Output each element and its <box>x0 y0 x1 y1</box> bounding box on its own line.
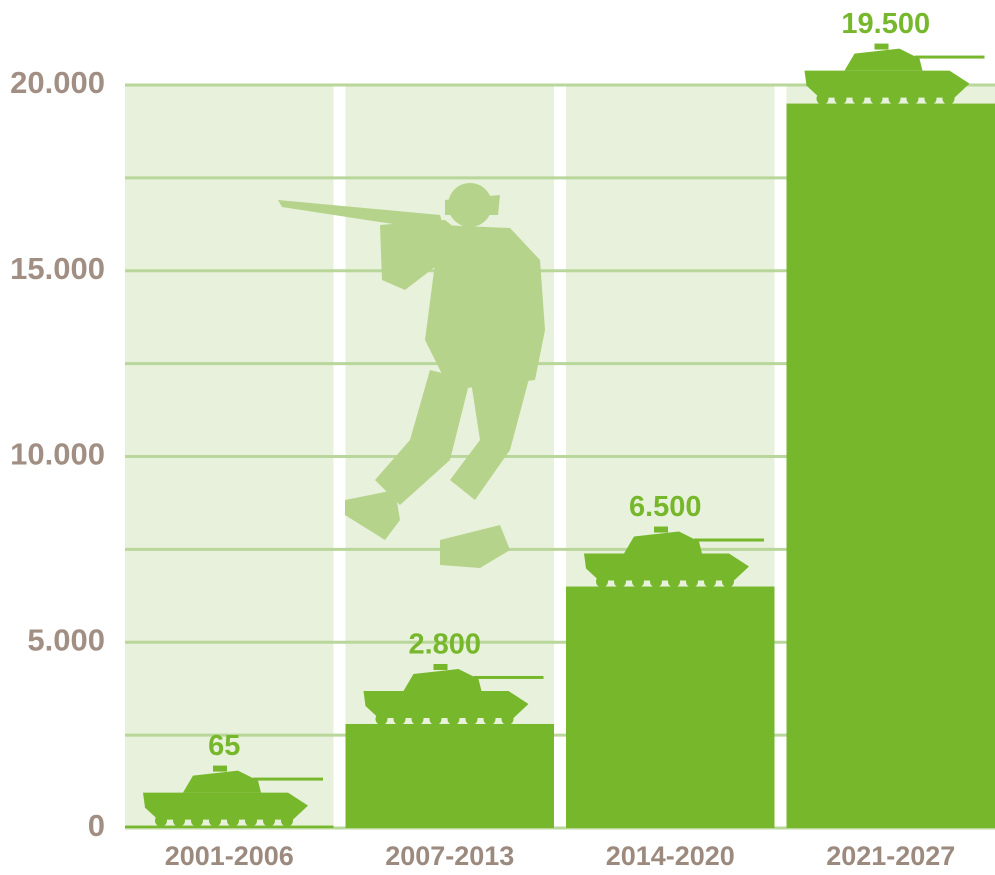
tank-wheel <box>614 575 626 588</box>
tank-wheel <box>281 814 293 827</box>
tank-hatch <box>213 765 227 772</box>
tank-body <box>363 690 529 718</box>
bar <box>345 723 554 828</box>
tank-wheel <box>924 92 937 105</box>
tank-wheel <box>668 575 680 588</box>
tank-barrel <box>253 777 323 781</box>
tank-turret <box>624 531 702 554</box>
x-tick-label: 2021-2027 <box>826 841 955 871</box>
tank-wheel <box>686 575 698 588</box>
tank-wheel <box>816 92 829 105</box>
tank-wheel <box>245 814 257 827</box>
tank-hatch <box>654 526 668 533</box>
bar <box>566 586 775 828</box>
tank-icon <box>584 526 764 588</box>
value-label: 6.500 <box>629 491 702 523</box>
tank-wheel <box>888 92 901 105</box>
tank-body <box>804 70 970 98</box>
tank-wheel <box>596 575 608 588</box>
tank-wheel <box>375 712 388 725</box>
tank-wheel <box>834 92 847 105</box>
tank-icon <box>804 43 985 105</box>
tank-wheel <box>722 575 734 588</box>
tank-turret <box>403 668 482 691</box>
x-tick-label: 2014-2020 <box>606 841 735 871</box>
value-label: 19.500 <box>841 8 930 40</box>
tank-body <box>584 553 749 581</box>
tank-wheel <box>227 814 239 827</box>
tank-turret <box>183 770 261 793</box>
y-tick-label: 20.000 <box>10 65 105 100</box>
tank-wheel <box>465 712 478 725</box>
tank-turret <box>844 48 923 71</box>
bar <box>125 825 334 828</box>
bars <box>125 43 995 828</box>
tank-wheel <box>650 575 662 588</box>
tank-wheel <box>483 712 496 725</box>
tank-wheel <box>209 814 221 827</box>
y-tick-label: 15.000 <box>10 251 105 286</box>
tank-wheel <box>393 712 406 725</box>
tank-icon <box>363 663 544 725</box>
tank-wheel <box>942 92 955 105</box>
x-tick-label: 2001-2006 <box>165 841 294 871</box>
tank-hatch <box>433 663 448 670</box>
tank-wheel <box>632 575 644 588</box>
tank-wheel <box>870 92 883 105</box>
value-label: 65 <box>208 730 240 762</box>
tank-wheel <box>191 814 203 827</box>
tank-wheel <box>852 92 865 105</box>
tank-hatch <box>874 43 889 50</box>
tank-body <box>143 792 308 820</box>
tank-barrel <box>914 55 985 59</box>
tank-wheel <box>501 712 514 725</box>
value-label: 2.800 <box>408 629 481 661</box>
y-tick-label: 10.000 <box>10 437 105 472</box>
tank-wheel <box>411 712 424 725</box>
y-tick-label: 5.000 <box>27 622 105 657</box>
tank-barrel <box>473 675 544 679</box>
tank-wheel <box>906 92 919 105</box>
tank-wheel <box>263 814 275 827</box>
tank-wheel <box>447 712 460 725</box>
tank-barrel <box>694 538 764 542</box>
x-tick-label: 2007-2013 <box>385 841 514 871</box>
tank-wheel <box>704 575 716 588</box>
tank-wheel <box>429 712 442 725</box>
tank-wheel <box>155 814 167 827</box>
bar <box>786 103 995 828</box>
soldier-silhouette <box>278 183 545 568</box>
tank-wheel <box>173 814 185 827</box>
tank-icon <box>143 765 323 827</box>
y-tick-label: 0 <box>88 808 105 843</box>
